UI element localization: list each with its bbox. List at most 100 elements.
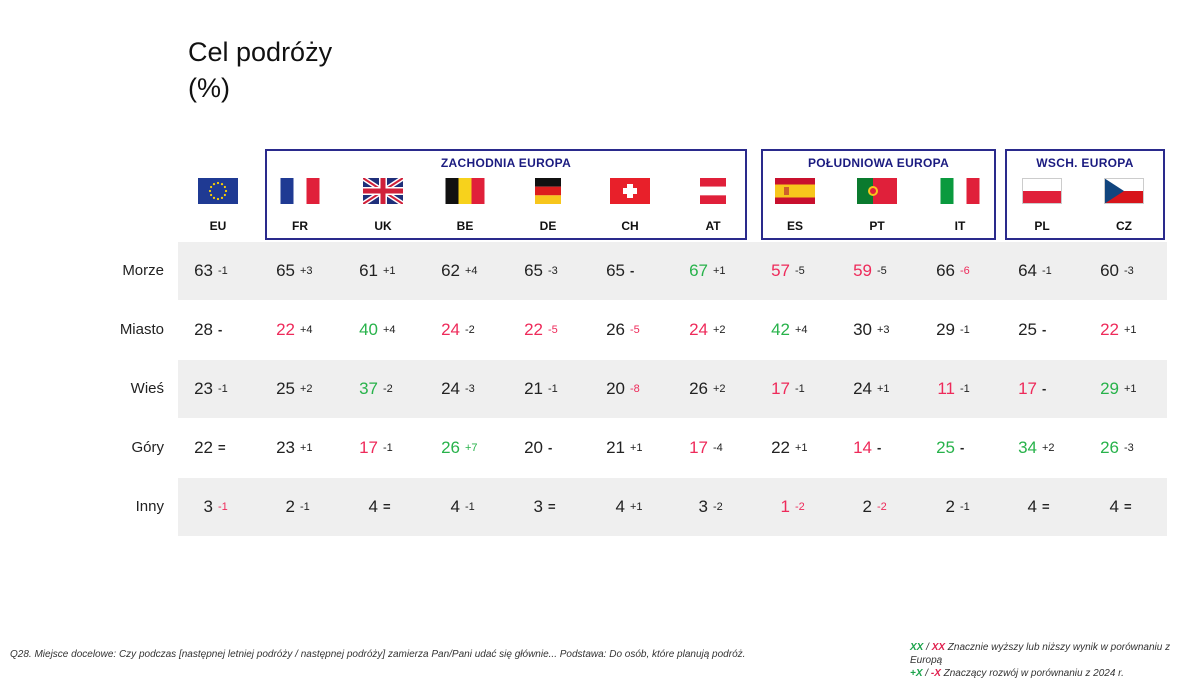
cell-value: 3 xyxy=(533,497,543,516)
legend-text-1: Znacznie wyższy lub niższy wynik w porów… xyxy=(910,642,1171,666)
cell-delta: +7 xyxy=(465,442,478,454)
cell-delta: +1 xyxy=(630,501,643,513)
cell-value: 24 xyxy=(441,379,460,398)
table-cell: 42 +4 xyxy=(754,318,836,342)
cell-delta: - xyxy=(877,440,882,455)
cell-delta: +1 xyxy=(383,265,396,277)
france-flag-icon xyxy=(280,178,320,204)
cell-value: 28 xyxy=(194,320,213,339)
table-cell: 22 -5 xyxy=(507,318,589,342)
cell-delta: -3 xyxy=(1124,442,1134,454)
table-cell: 23 -1 xyxy=(177,377,259,401)
cell-value: 25 xyxy=(936,438,955,457)
row-label: Góry xyxy=(131,439,164,456)
cell-value: 26 xyxy=(689,379,708,398)
portugal-flag-icon xyxy=(857,178,897,204)
table-cell: 64 -1 xyxy=(1001,259,1083,283)
table-cell: 1 -2 xyxy=(754,495,836,519)
table-cell: 20- xyxy=(507,436,589,460)
table-cell: 26 +7 xyxy=(424,436,506,460)
cell-value: 37 xyxy=(359,379,378,398)
cell-value: 65 xyxy=(524,261,543,280)
table-cell: 22 +1 xyxy=(754,436,836,460)
cell-value: 22 xyxy=(194,438,213,457)
table-cell: 3 -2 xyxy=(672,495,754,519)
table-cell: 29 -1 xyxy=(919,318,1001,342)
cell-delta: -8 xyxy=(630,383,640,395)
cell-value: 30 xyxy=(853,320,872,339)
table-cell: 4 = xyxy=(342,495,424,519)
country-code-uk: UK xyxy=(374,219,392,233)
uk-flag-icon xyxy=(363,178,403,204)
cell-value: 24 xyxy=(689,320,708,339)
cell-value: 64 xyxy=(1018,261,1037,280)
cell-value: 29 xyxy=(936,320,955,339)
table-cell: 20 -8 xyxy=(589,377,671,401)
cell-delta: +1 xyxy=(1124,324,1137,336)
cell-delta: +1 xyxy=(630,442,643,454)
table-cell: 11 -1 xyxy=(919,377,1001,401)
footnote: Q28. Miejsce docelowe: Czy podczas [nast… xyxy=(10,649,746,660)
cell-value: 1 xyxy=(780,497,790,516)
table-cell: 22 +4 xyxy=(259,318,341,342)
table-cell: 63 -1 xyxy=(177,259,259,283)
table-cell: 25- xyxy=(919,436,1001,460)
cell-delta: - xyxy=(548,440,553,455)
table-cell: 65 +3 xyxy=(259,259,341,283)
chart-title: Cel podróży (%) xyxy=(188,34,332,106)
table-cell: 3 = xyxy=(507,495,589,519)
legend-sep-1: / xyxy=(923,642,932,653)
cell-value: 17 xyxy=(1018,379,1037,398)
cell-value: 17 xyxy=(689,438,708,457)
table-cell: 25 +2 xyxy=(259,377,341,401)
cell-delta: +4 xyxy=(795,324,808,336)
cell-delta: -2 xyxy=(383,383,393,395)
cell-delta: -3 xyxy=(465,383,475,395)
cell-delta: -1 xyxy=(218,383,228,395)
cell-value: 4 xyxy=(450,497,460,516)
group-label-southern: POŁUDNIOWA EUROPA xyxy=(807,156,950,170)
table-cell: 4 = xyxy=(1083,495,1165,519)
table-cell: 37 -2 xyxy=(342,377,424,401)
cell-value: 34 xyxy=(1018,438,1037,457)
table-cell: 17 -1 xyxy=(754,377,836,401)
cell-value: 2 xyxy=(945,497,955,516)
table-cell: 67 +1 xyxy=(672,259,754,283)
cell-value: 65 xyxy=(276,261,295,280)
table-cell: 60 -3 xyxy=(1083,259,1165,283)
cell-value: 29 xyxy=(1100,379,1119,398)
switzerland-flag-icon xyxy=(610,178,650,204)
cell-delta: - xyxy=(1042,381,1047,396)
cell-value: 25 xyxy=(276,379,295,398)
row-label: Inny xyxy=(135,498,164,515)
cell-delta: -1 xyxy=(960,324,970,336)
cell-delta: = xyxy=(1124,499,1132,514)
cell-value: 24 xyxy=(853,379,872,398)
table-cell: 57 -5 xyxy=(754,259,836,283)
cell-delta: -3 xyxy=(548,265,558,277)
table-cell: 4 +1 xyxy=(589,495,671,519)
table-cell: 26 -3 xyxy=(1083,436,1165,460)
cell-delta: = xyxy=(548,499,556,514)
group-box-western: ZACHODNIA EUROPA xyxy=(265,149,747,240)
cell-value: 67 xyxy=(689,261,708,280)
table-cell: 25- xyxy=(1001,318,1083,342)
table-cell: 26 +2 xyxy=(672,377,754,401)
table-cell: 4 -1 xyxy=(424,495,506,519)
row-band xyxy=(178,360,1167,418)
italy-flag-icon xyxy=(940,178,980,204)
cell-delta: = xyxy=(218,440,226,455)
legend-line-2: +X / -X Znaczący rozwój w porównaniu z 2… xyxy=(910,667,1190,680)
cell-value: 63 xyxy=(194,261,213,280)
legend-green-xx: XX xyxy=(910,642,924,653)
country-code-es: ES xyxy=(786,219,803,233)
table-cell: 22 = xyxy=(177,436,259,460)
table-cell: 22 +1 xyxy=(1083,318,1165,342)
country-code-de: DE xyxy=(539,219,557,233)
cell-delta: -1 xyxy=(383,442,393,454)
cell-delta: +3 xyxy=(877,324,890,336)
cell-value: 23 xyxy=(194,379,213,398)
cell-delta: - xyxy=(630,263,635,278)
poland-flag-icon xyxy=(1022,178,1062,204)
table-cell: 24 -2 xyxy=(424,318,506,342)
